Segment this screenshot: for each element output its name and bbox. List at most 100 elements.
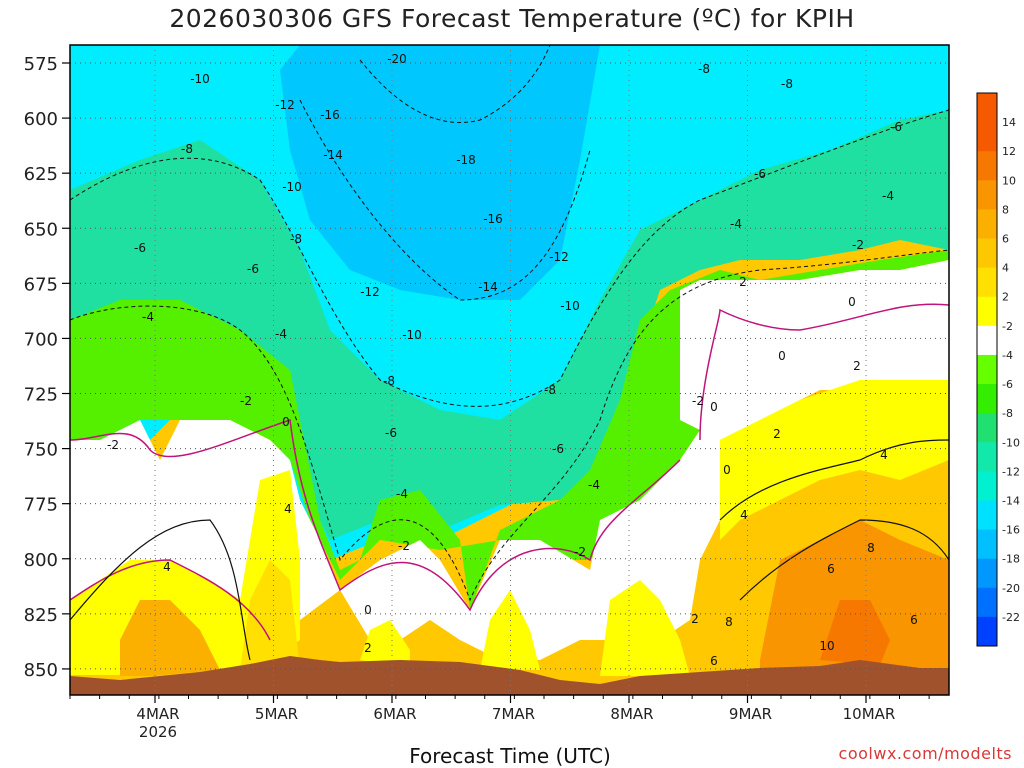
contour-label: -8 xyxy=(698,62,710,76)
contour-label: 0 xyxy=(723,463,731,477)
contour-label: -4 xyxy=(588,478,600,492)
y-tick-label: 600 xyxy=(24,109,58,130)
colorbar-swatch xyxy=(977,122,997,152)
contour-labels: -20-18-16-16-14-14-12-12-12-10-10-10-10-… xyxy=(107,52,918,668)
contour-label: -16 xyxy=(483,212,503,226)
contour-label: 0 xyxy=(848,295,856,309)
contour-label: -6 xyxy=(754,167,766,181)
colorbar-label: -8 xyxy=(1002,407,1013,420)
colorbar-swatch xyxy=(977,471,997,501)
contour-label: -6 xyxy=(552,442,564,456)
x-tick-label: 9MAR xyxy=(729,705,772,723)
colorbar-label: -4 xyxy=(1002,349,1013,362)
colorbar-frame xyxy=(976,92,998,647)
x-tick-label: 8MAR xyxy=(610,705,653,723)
colorbar-swatch xyxy=(977,442,997,472)
contour-label: 6 xyxy=(910,613,918,627)
contour-label: -12 xyxy=(275,98,295,112)
contour-label: -2 xyxy=(240,394,252,408)
band-warm-orange-left xyxy=(120,600,220,676)
contour-label: -2 xyxy=(107,438,119,452)
freezing-contours xyxy=(70,303,949,641)
contour-label: -8 xyxy=(181,142,193,156)
contour-label: -14 xyxy=(478,280,498,294)
colorbar-label: 14 xyxy=(1002,116,1016,129)
colorbar-label: -20 xyxy=(1002,582,1020,595)
terrain-surface xyxy=(70,656,949,695)
band-warm-yellow-right xyxy=(720,380,949,540)
contour-label: -4 xyxy=(730,217,742,231)
contour-label: -10 xyxy=(190,72,210,86)
y-axis: 575 600 625 650 675 700 725 750 775 800 825 850 xyxy=(24,54,70,681)
colorbar-label: -6 xyxy=(1002,378,1013,391)
chart-title: 2026030306 GFS Forecast Temperature (ºC)… xyxy=(169,4,855,33)
band-hot-right xyxy=(820,600,890,665)
contour-label: 10 xyxy=(819,639,834,653)
contour-label: 0 xyxy=(778,349,786,363)
contour-label: -18 xyxy=(456,153,476,167)
y-tick-label: 700 xyxy=(24,329,58,350)
colorbar-swatch xyxy=(977,151,997,181)
colorbar: 14 12 10 8 6 4 2 -2 -4 -6 -8 -10 -12 -14 -16 -18 -20 -22 xyxy=(976,92,1020,647)
contour-label: 4 xyxy=(880,448,888,462)
contour-label: -8 xyxy=(383,374,395,388)
contour-label: 4 xyxy=(163,560,171,574)
contour-label: 2 xyxy=(691,612,699,626)
contour-label: 0 xyxy=(710,400,718,414)
contour-label: -10 xyxy=(282,180,302,194)
y-tick-label: 775 xyxy=(24,495,58,516)
colorbar-swatch xyxy=(977,529,997,560)
band-yellow-pocket-3 xyxy=(360,620,410,668)
colorbar-swatch xyxy=(977,500,997,531)
band-mid-cold xyxy=(280,45,600,300)
positive-contours xyxy=(70,439,949,661)
contour-label: -2 xyxy=(692,394,704,408)
colorbar-swatch xyxy=(977,558,997,589)
contour-label: -4 xyxy=(396,487,408,501)
band-green xyxy=(70,250,949,610)
band-warm-orange-mid xyxy=(240,560,300,670)
colorbar-label: 12 xyxy=(1002,145,1016,158)
band-yellow-pocket-2 xyxy=(600,580,690,676)
contour-label: -4 xyxy=(142,310,154,324)
y-tick-label: 575 xyxy=(24,54,58,75)
contour-label: -8 xyxy=(781,77,793,91)
x-axis-title: Forecast Time (UTC) xyxy=(409,744,611,768)
colorbar-swatch xyxy=(977,296,997,327)
band-above-freezing-2 xyxy=(340,260,949,660)
contour-label: -12 xyxy=(549,250,569,264)
colorbar-label: 2 xyxy=(1002,291,1009,304)
contour-label: 2 xyxy=(364,641,372,655)
contour-label: -2 xyxy=(852,238,864,252)
contour-label: 0 xyxy=(282,415,290,429)
x-tick-label: 5MAR xyxy=(255,705,298,723)
band-warm-yellow-left xyxy=(70,470,300,675)
contour-label: -2 xyxy=(398,539,410,553)
contour-label: 2 xyxy=(739,275,747,289)
y-tick-label: 650 xyxy=(24,219,58,240)
x-year-label: 2026 xyxy=(139,723,177,741)
y-tick-label: 750 xyxy=(24,440,58,461)
contour-label: -10 xyxy=(560,299,580,313)
contour-label: 6 xyxy=(827,562,835,576)
contour-label: -16 xyxy=(320,108,340,122)
y-tick-label: 800 xyxy=(24,550,58,571)
colorbar-swatch xyxy=(977,209,997,240)
y-tick-label: 675 xyxy=(24,274,58,295)
contour-label: -20 xyxy=(387,52,407,66)
contour-label: 2 xyxy=(853,359,861,373)
colorbar-swatch xyxy=(977,180,997,210)
x-tick-label: 10MAR xyxy=(843,705,896,723)
colorbar-label: 10 xyxy=(1002,174,1016,187)
contour-label: -6 xyxy=(890,120,902,134)
contour-label: -12 xyxy=(360,285,380,299)
negative-contours xyxy=(70,45,949,602)
contour-label: 2 xyxy=(773,427,781,441)
colorbar-swatch xyxy=(977,354,997,385)
colorbar-label: -14 xyxy=(1002,494,1020,507)
y-tick-label: 725 xyxy=(24,385,58,406)
colorbar-label: 6 xyxy=(1002,233,1009,246)
colorbar-swatch xyxy=(977,93,997,123)
x-tick-label: 4MAR xyxy=(136,705,179,723)
